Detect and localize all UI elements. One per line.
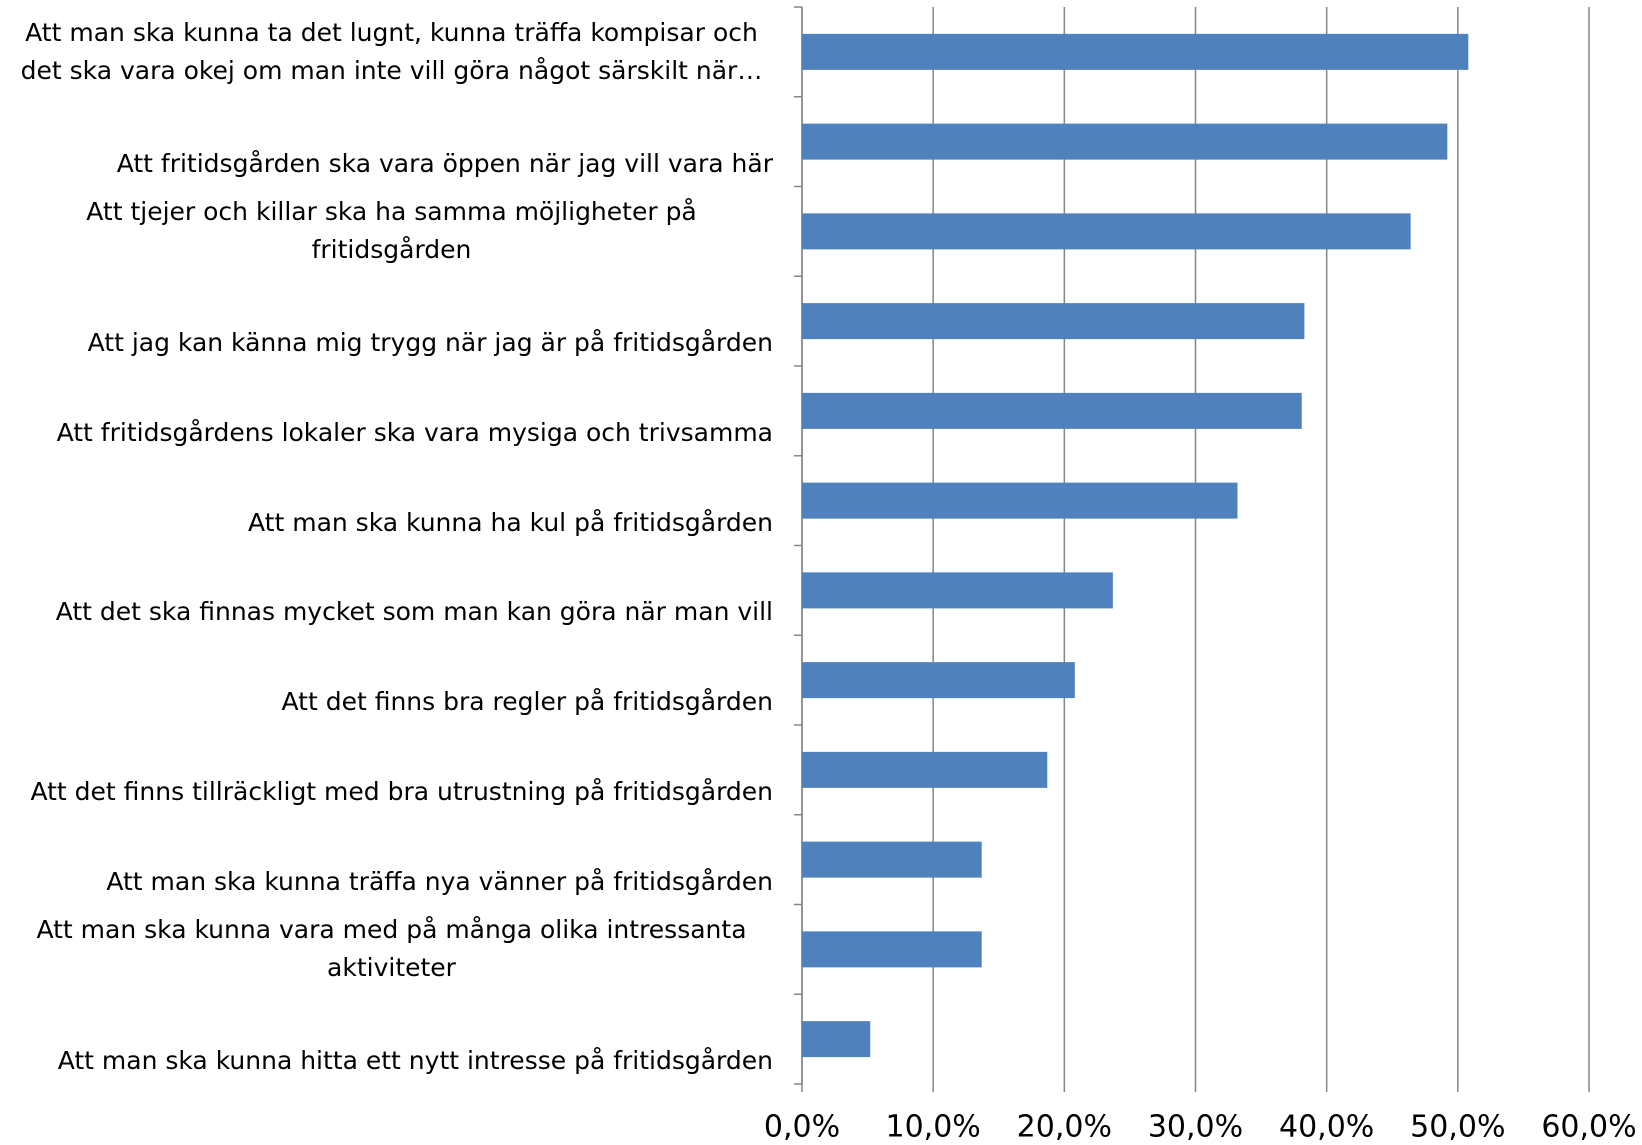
x-tick-label: 20,0% <box>1017 1110 1112 1145</box>
bar <box>802 482 1238 519</box>
y-tick-label: Att man ska kunna ta det lugnt, kunna tr… <box>10 7 773 97</box>
category-text: Att fritidsgårdens lokaler ska vara mysi… <box>56 417 773 447</box>
y-tick-label: Att det finns tillräckligt med bra utrus… <box>10 725 773 815</box>
y-tick-label: Att man ska kunna ha kul på fritidsgårde… <box>10 456 773 546</box>
y-tick-label: Att tjejer och killar ska ha samma möjli… <box>10 187 773 277</box>
bar <box>802 392 1302 429</box>
category-text: Att det ska finnas mycket som man kan gö… <box>55 597 773 627</box>
bar <box>802 123 1448 160</box>
bar <box>802 841 982 878</box>
y-tick-label: Att fritidsgården ska vara öppen när jag… <box>10 97 773 187</box>
x-tick-label: 60,0% <box>1541 1110 1636 1145</box>
x-tick-label: 50,0% <box>1410 1110 1505 1145</box>
x-tick-label: 10,0% <box>886 1110 981 1145</box>
category-text: Att man ska kunna ta det lugnt, kunna tr… <box>20 17 763 85</box>
y-tick-label: Att fritidsgårdens lokaler ska vara mysi… <box>10 366 773 456</box>
bar <box>802 1021 871 1058</box>
y-tick-label: Att det ska finnas mycket som man kan gö… <box>10 546 773 636</box>
category-text: Att det finns bra regler på fritidsgårde… <box>281 687 774 717</box>
category-text: Att man ska kunna hitta ett nytt intress… <box>57 1046 773 1076</box>
category-text: Att jag kan känna mig trygg när jag är p… <box>87 328 773 358</box>
y-tick-label: Att jag kan känna mig trygg när jag är p… <box>10 276 773 366</box>
bar <box>802 213 1411 250</box>
bar <box>802 751 1048 788</box>
y-tick-label: Att man ska kunna vara med på många olik… <box>10 905 773 995</box>
x-tick-label: 40,0% <box>1279 1110 1374 1145</box>
bar <box>802 662 1075 699</box>
y-tick-label: Att man ska kunna träffa nya vänner på f… <box>10 815 773 905</box>
x-tick-label: 0,0% <box>764 1110 840 1145</box>
category-text: Att man ska kunna ha kul på fritidsgårde… <box>248 507 773 537</box>
category-text: Att man ska kunna vara med på många olik… <box>36 915 747 983</box>
category-text: Att tjejer och killar ska ha samma möjli… <box>86 197 697 265</box>
bar <box>802 303 1305 340</box>
category-text: Att det finns tillräckligt med bra utrus… <box>30 776 773 806</box>
category-text: Att man ska kunna träffa nya vänner på f… <box>106 866 773 896</box>
y-tick-label: Att man ska kunna hitta ett nytt intress… <box>10 994 773 1084</box>
bar <box>802 931 982 968</box>
y-tick-label: Att det finns bra regler på fritidsgårde… <box>10 635 774 725</box>
category-text: Att fritidsgården ska vara öppen när jag… <box>116 148 773 178</box>
bar <box>802 572 1113 609</box>
bar <box>802 33 1469 70</box>
x-tick-label: 30,0% <box>1148 1110 1243 1145</box>
